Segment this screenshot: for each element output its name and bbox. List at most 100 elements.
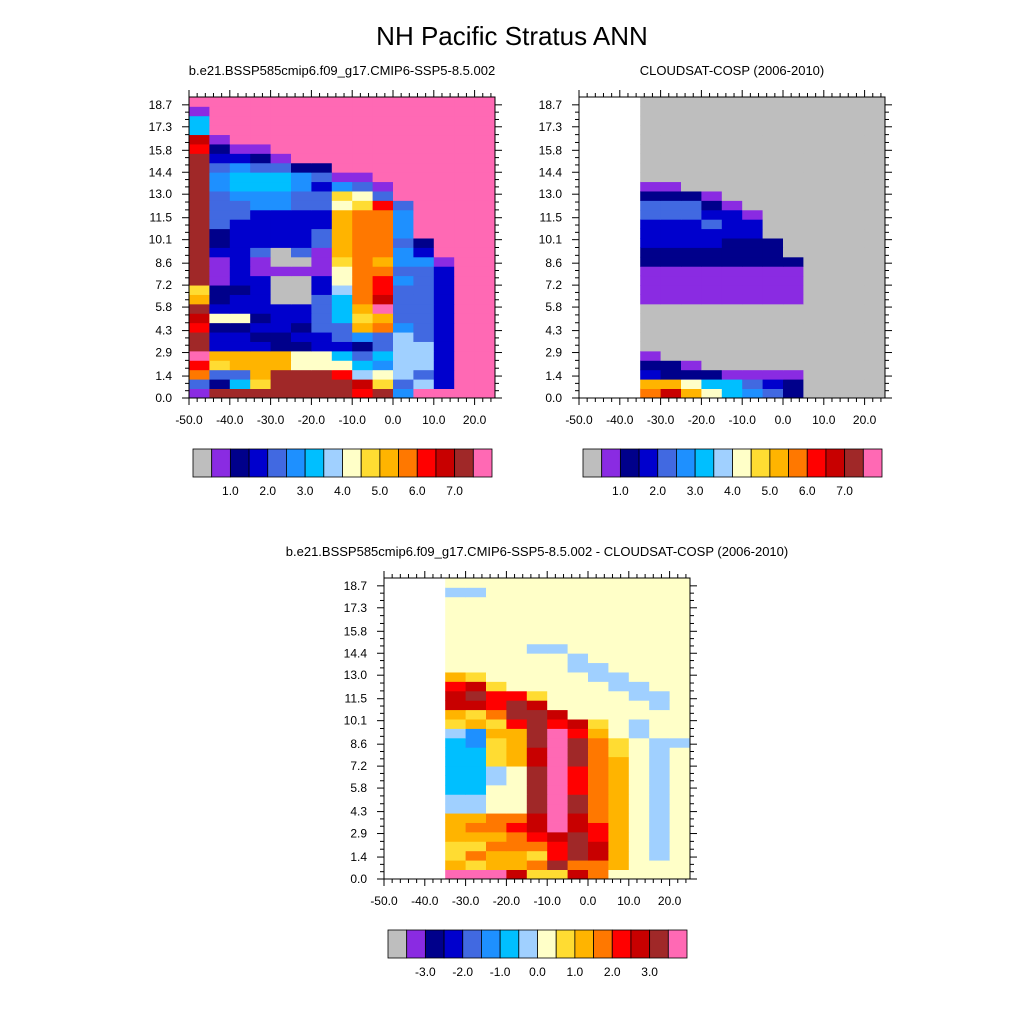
- heatmap-cell: [567, 869, 589, 880]
- heatmap-cell: [547, 643, 568, 654]
- heatmap-cell: [291, 228, 312, 239]
- heatmap-cell: [783, 313, 804, 324]
- heatmap-cell: [372, 181, 394, 192]
- heatmap-cell: [393, 219, 414, 230]
- heatmap-cell: [742, 266, 763, 277]
- heatmap-cell: [486, 643, 507, 654]
- y-tick-label: 4.3: [545, 324, 562, 338]
- heatmap-cell: [413, 388, 435, 399]
- heatmap-cell: [445, 690, 466, 701]
- heatmap-cell: [352, 285, 373, 295]
- heatmap-cell: [742, 115, 763, 126]
- heatmap-cell: [588, 803, 609, 814]
- heatmap-cell: [291, 350, 312, 361]
- heatmap-cells: [445, 578, 691, 880]
- heatmap-cell: [567, 841, 589, 852]
- colorbar-swatch: [416, 448, 437, 478]
- heatmap-cell: [250, 125, 271, 136]
- panel-title: b.e21.BSSP585cmip6.f09_g17.CMIP6-SSP5-8.…: [286, 544, 788, 559]
- heatmap-cell: [250, 256, 271, 267]
- heatmap-cell: [413, 172, 435, 183]
- heatmap-cell: [681, 181, 702, 192]
- y-tick-label: 17.3: [149, 120, 173, 134]
- heatmap-cell: [649, 596, 670, 607]
- heatmap-cell: [649, 634, 670, 645]
- heatmap-cell: [762, 332, 784, 342]
- heatmap-cell: [823, 388, 845, 399]
- heatmap-cell: [608, 794, 630, 805]
- heatmap-cell: [331, 322, 353, 333]
- heatmap-cell: [649, 662, 670, 673]
- heatmap-cell: [209, 332, 231, 342]
- heatmap-cell: [413, 134, 435, 145]
- heatmap-cell: [189, 332, 210, 342]
- heatmap-cell: [803, 115, 825, 126]
- heatmap-cell: [474, 275, 496, 286]
- heatmap-cell: [433, 303, 455, 314]
- heatmap-cell: [783, 350, 804, 361]
- heatmap-cell: [803, 256, 825, 267]
- heatmap-cell: [413, 294, 435, 305]
- panel-model: b.e21.BSSP585cmip6.f09_g17.CMIP6-SSP5-8.…: [149, 63, 502, 498]
- heatmap-cell: [823, 369, 845, 380]
- heatmap-cell: [209, 144, 231, 154]
- heatmap-cell: [588, 728, 609, 739]
- y-tick-label: 15.8: [149, 143, 173, 157]
- heatmap-cell: [803, 228, 825, 239]
- heatmap-cell: [291, 379, 312, 389]
- heatmap-cell: [640, 238, 661, 248]
- heatmap-cell: [681, 134, 702, 145]
- heatmap-cell: [372, 134, 394, 145]
- heatmap-cell: [454, 134, 475, 145]
- heatmap-cell: [864, 313, 886, 324]
- heatmap-cell: [311, 294, 333, 305]
- heatmap-cell: [352, 144, 373, 154]
- panel-title: CLOUDSAT-COSP (2006-2010): [640, 63, 824, 78]
- y-tick-label: 14.4: [539, 165, 563, 179]
- heatmap-cell: [783, 341, 804, 352]
- heatmap-cell: [372, 285, 394, 295]
- heatmap-cell: [506, 850, 528, 861]
- heatmap-cell: [567, 747, 589, 758]
- colorbar-swatch: [582, 448, 603, 478]
- heatmap-cell: [608, 784, 630, 795]
- heatmap-cell: [331, 369, 353, 380]
- heatmap-cell: [864, 153, 886, 164]
- heatmap-cell: [742, 303, 763, 314]
- colorbar-label: -2.0: [452, 965, 473, 979]
- heatmap-cell: [270, 200, 292, 211]
- x-tick-label: -30.0: [647, 413, 675, 427]
- heatmap-cell: [742, 379, 763, 389]
- y-tick-label: 13.0: [539, 187, 563, 201]
- heatmap-cell: [250, 97, 271, 107]
- heatmap-cell: [669, 690, 691, 701]
- heatmap-cell: [311, 106, 333, 117]
- heatmap-cell: [250, 247, 271, 258]
- heatmap-cell: [649, 803, 670, 814]
- heatmap-cell: [393, 388, 414, 399]
- heatmap-cell: [445, 813, 466, 823]
- heatmap-cell: [474, 332, 496, 342]
- heatmap-cell: [526, 766, 548, 776]
- heatmap-cell: [628, 643, 650, 654]
- heatmap-cell: [721, 97, 743, 107]
- heatmap-cell: [433, 332, 455, 342]
- heatmap-cell: [721, 247, 743, 258]
- colorbar-label: 6.0: [409, 484, 426, 498]
- heatmap-cell: [352, 162, 373, 173]
- heatmap-cell: [229, 181, 251, 192]
- heatmap-cell: [393, 162, 414, 173]
- heatmap-cell: [526, 869, 548, 880]
- heatmap-cell: [783, 134, 804, 145]
- heatmap-cell: [649, 831, 670, 842]
- heatmap-cell: [526, 634, 548, 645]
- heatmap-cell: [701, 238, 723, 248]
- heatmap-cell: [844, 266, 865, 277]
- heatmap-cell: [486, 869, 507, 880]
- heatmap-cell: [331, 144, 353, 154]
- heatmap-cell: [331, 247, 353, 258]
- heatmap-cell: [506, 813, 528, 823]
- heatmap-cell: [660, 172, 682, 183]
- heatmap-cell: [660, 303, 682, 314]
